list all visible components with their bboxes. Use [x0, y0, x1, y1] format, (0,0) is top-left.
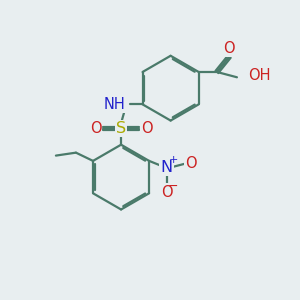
Text: N: N [161, 160, 173, 175]
Text: O: O [141, 121, 152, 136]
Text: O: O [161, 184, 172, 200]
Text: O: O [90, 121, 101, 136]
Text: O: O [185, 156, 197, 171]
Text: NH: NH [103, 97, 125, 112]
Text: OH: OH [248, 68, 271, 83]
Text: O: O [224, 41, 235, 56]
Text: +: + [169, 155, 178, 165]
Text: S: S [116, 121, 126, 136]
Text: −: − [168, 180, 178, 193]
